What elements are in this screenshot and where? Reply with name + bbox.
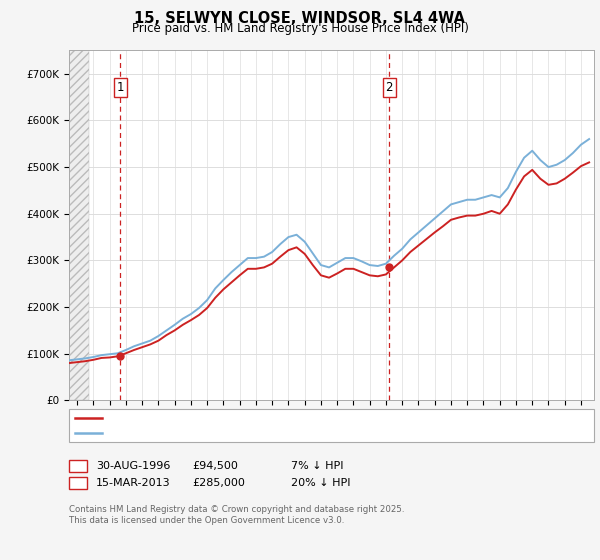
Text: HPI: Average price, semi-detached house, Windsor and Maidenhead: HPI: Average price, semi-detached house,… [106, 428, 460, 438]
Text: 15, SELWYN CLOSE, WINDSOR, SL4 4WA: 15, SELWYN CLOSE, WINDSOR, SL4 4WA [134, 11, 466, 26]
Text: 2: 2 [386, 81, 393, 94]
Text: 1: 1 [116, 81, 124, 94]
Text: 15, SELWYN CLOSE, WINDSOR, SL4 4WA (semi-detached house): 15, SELWYN CLOSE, WINDSOR, SL4 4WA (semi… [106, 413, 439, 423]
Text: 15-MAR-2013: 15-MAR-2013 [96, 478, 170, 488]
Text: 1: 1 [74, 461, 82, 471]
Text: 7% ↓ HPI: 7% ↓ HPI [291, 461, 343, 471]
Text: 30-AUG-1996: 30-AUG-1996 [96, 461, 170, 471]
Text: £94,500: £94,500 [192, 461, 238, 471]
Text: 20% ↓ HPI: 20% ↓ HPI [291, 478, 350, 488]
Text: 2: 2 [74, 478, 82, 488]
Text: £285,000: £285,000 [192, 478, 245, 488]
Text: Contains HM Land Registry data © Crown copyright and database right 2025.
This d: Contains HM Land Registry data © Crown c… [69, 505, 404, 525]
Text: Price paid vs. HM Land Registry's House Price Index (HPI): Price paid vs. HM Land Registry's House … [131, 22, 469, 35]
